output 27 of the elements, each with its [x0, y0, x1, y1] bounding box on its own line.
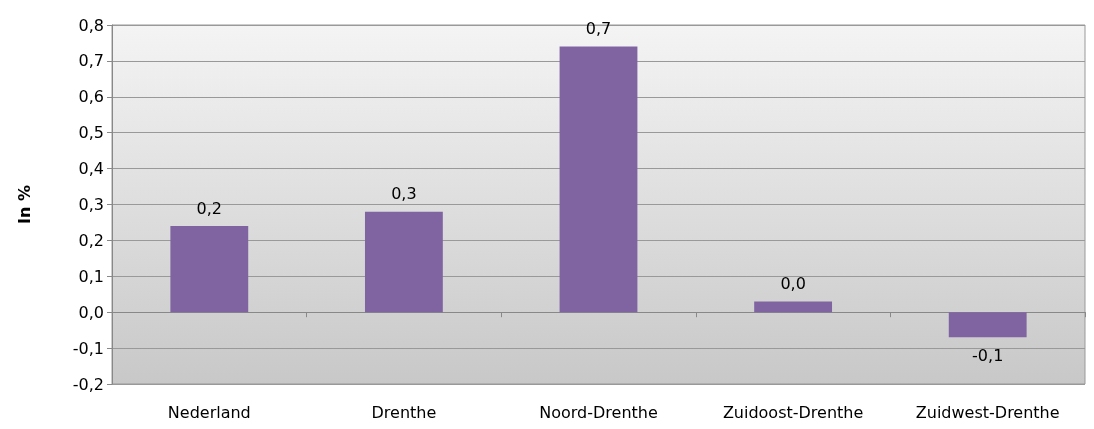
bar — [948, 312, 1027, 338]
bar — [170, 226, 249, 313]
data-label: 0,2 — [196, 198, 223, 218]
y-tick-label: 0,3 — [78, 195, 104, 214]
bar — [754, 301, 833, 313]
bar — [364, 211, 443, 313]
x-tick-label: Noord-Drenthe — [539, 402, 658, 422]
y-tick-label: -0,1 — [72, 338, 104, 358]
y-tick-label: 0,1 — [78, 266, 104, 286]
y-tick-label: 0,2 — [78, 230, 104, 250]
y-tick-label: 0,4 — [78, 159, 104, 179]
data-label: -0,1 — [972, 345, 1004, 365]
data-label: 0,7 — [585, 19, 612, 39]
y-tick-label: -0,2 — [72, 374, 104, 394]
y-tick-label: 0,7 — [78, 51, 104, 71]
x-tick-label: Zuidoost-Drenthe — [722, 402, 864, 422]
y-tick-label: 0,8 — [78, 15, 104, 35]
y-tick-label: 0,0 — [78, 302, 104, 322]
y-tick-label: 0,5 — [78, 123, 104, 143]
data-label: 0,3 — [391, 184, 417, 204]
y-axis-title: In % — [14, 185, 34, 224]
data-label: 0,0 — [780, 273, 806, 293]
y-tick-label: 0,6 — [78, 87, 104, 107]
x-tick-label: Nederland — [167, 402, 251, 422]
x-tick-label: Zuidwest-Drenthe — [915, 402, 1060, 422]
x-tick-label: Drenthe — [371, 402, 437, 422]
bar — [559, 46, 638, 313]
